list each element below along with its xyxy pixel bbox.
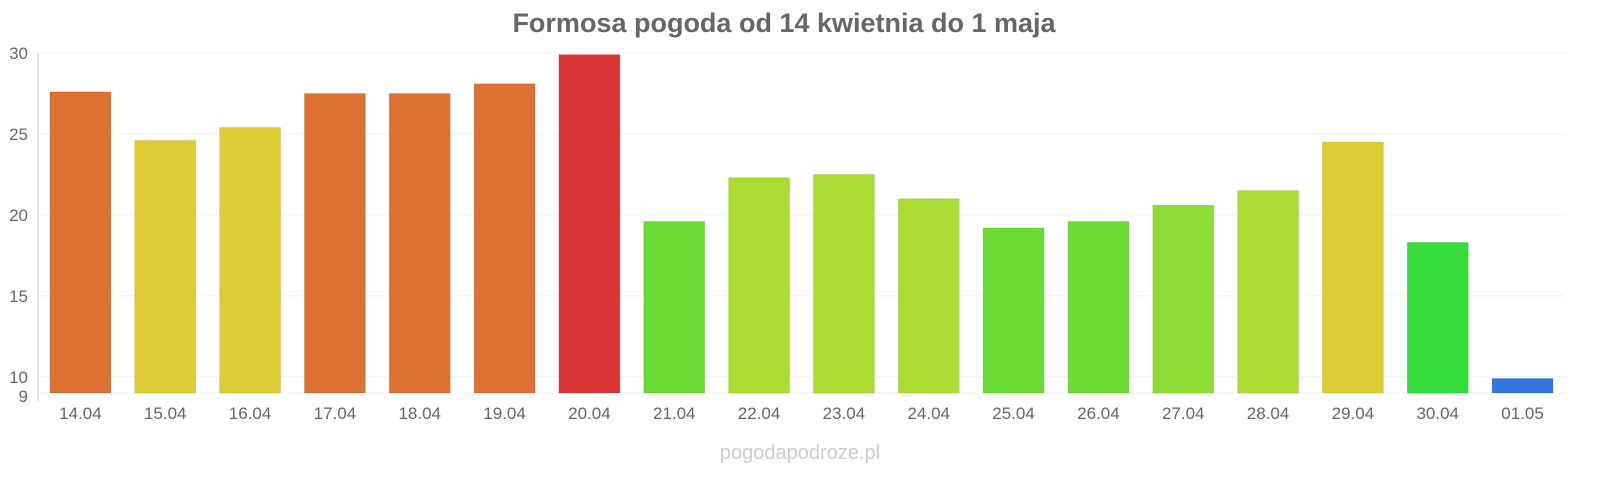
x-tick-label: 28.04 bbox=[1247, 404, 1290, 423]
bar-28.04 bbox=[1237, 190, 1300, 394]
y-tick-label: 9 bbox=[19, 387, 28, 406]
x-tick-label: 21.04 bbox=[653, 404, 696, 423]
bar-15.04 bbox=[134, 139, 197, 394]
x-tick-label: 30.04 bbox=[1416, 404, 1459, 423]
x-tick-label: 16.04 bbox=[229, 404, 272, 423]
x-tick-label: 19.04 bbox=[483, 404, 526, 423]
x-tick-label: 15.04 bbox=[144, 404, 187, 423]
bar-25.04 bbox=[982, 227, 1045, 394]
bar-19.04 bbox=[473, 83, 536, 394]
chart-title: Formosa pogoda od 14 kwietnia do 1 maja bbox=[512, 8, 1056, 38]
x-tick-label: 27.04 bbox=[1162, 404, 1205, 423]
bar-14.04 bbox=[49, 91, 112, 394]
y-tick-label: 25 bbox=[9, 125, 28, 144]
bar-16.04 bbox=[219, 126, 282, 394]
x-tick-label: 01.05 bbox=[1501, 404, 1544, 423]
x-tick-label: 26.04 bbox=[1077, 404, 1120, 423]
bar-26.04 bbox=[1067, 220, 1130, 394]
y-tick-label: 20 bbox=[9, 206, 28, 225]
x-tick-label: 29.04 bbox=[1332, 404, 1375, 423]
bar-27.04 bbox=[1152, 204, 1215, 394]
bar-20.04 bbox=[558, 54, 621, 394]
bar-01.05 bbox=[1491, 377, 1554, 394]
bar-21.04 bbox=[643, 220, 706, 394]
bar-22.04 bbox=[728, 177, 791, 394]
x-tick-label: 22.04 bbox=[738, 404, 781, 423]
y-tick-label: 10 bbox=[9, 368, 28, 387]
x-tick-label: 17.04 bbox=[314, 404, 357, 423]
x-tick-label: 18.04 bbox=[398, 404, 441, 423]
y-tick-label: 15 bbox=[9, 287, 28, 306]
bar-17.04 bbox=[303, 92, 366, 394]
x-tick-label: 20.04 bbox=[568, 404, 611, 423]
x-tick-label: 25.04 bbox=[992, 404, 1035, 423]
x-tick-label: 14.04 bbox=[59, 404, 102, 423]
x-tick-label: 23.04 bbox=[823, 404, 866, 423]
y-tick-label: 30 bbox=[9, 44, 28, 63]
bar-29.04 bbox=[1321, 141, 1384, 394]
bar-18.04 bbox=[388, 92, 451, 394]
bar-24.04 bbox=[897, 198, 960, 394]
bar-30.04 bbox=[1406, 241, 1469, 394]
bar-23.04 bbox=[812, 173, 875, 394]
x-tick-label: 24.04 bbox=[907, 404, 950, 423]
watermark: pogodapodroze.pl bbox=[720, 442, 880, 464]
